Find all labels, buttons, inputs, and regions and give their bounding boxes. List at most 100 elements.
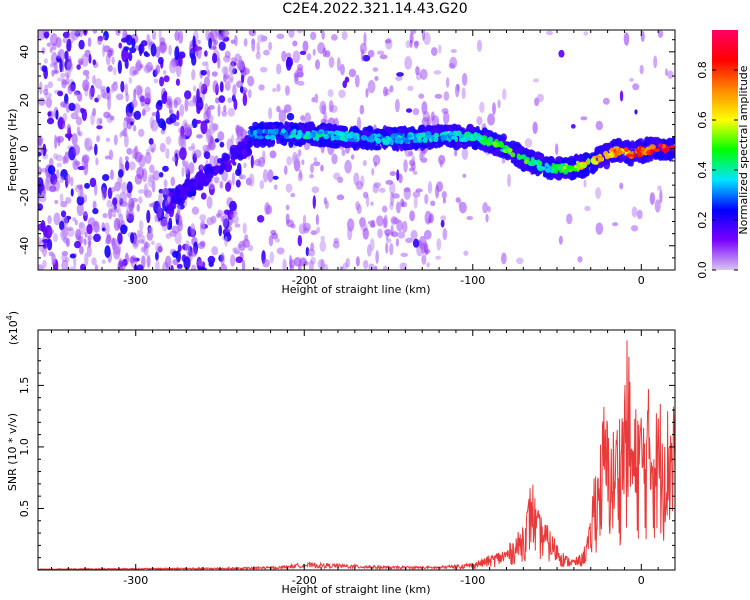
spectrogram-blob xyxy=(122,127,128,138)
spectrogram-blob xyxy=(106,199,113,208)
spectrogram-blob xyxy=(151,112,158,117)
spectrogram-blob xyxy=(532,78,540,83)
spectrogram-blob xyxy=(43,58,48,64)
spectrogram-blob xyxy=(376,133,381,137)
spectrogram-blob xyxy=(355,256,360,267)
snr-series-line xyxy=(38,340,675,570)
spectrogram-blob xyxy=(312,161,321,167)
spectrogram-blob xyxy=(282,258,287,270)
spectrogram-blob xyxy=(384,39,392,44)
spectrogram-blob xyxy=(274,237,280,243)
spectrogram-blob xyxy=(146,209,151,224)
spectrogram-blob xyxy=(202,144,210,152)
spectrogram-blob xyxy=(381,205,388,213)
spectrogram-blob xyxy=(368,263,375,270)
spectrogram-blob xyxy=(88,54,92,64)
colorbar-tick-label: 0.8 xyxy=(696,61,709,79)
spectrogram-blob xyxy=(583,179,587,188)
spectrogram-blob xyxy=(603,160,611,170)
spectrogram-blob xyxy=(43,88,49,96)
spectrogram-blob xyxy=(83,194,88,203)
spectrogram-blob xyxy=(236,59,245,71)
spectrogram-blob xyxy=(92,223,101,233)
spectrogram-blob xyxy=(73,240,81,249)
spectrogram-blob xyxy=(344,76,350,83)
spectrogram-blob xyxy=(308,259,314,270)
spectrogram-blob xyxy=(311,97,316,103)
spectrogram-blob xyxy=(315,134,321,138)
spectrogram-blob xyxy=(57,136,61,147)
spectrogram-blob xyxy=(187,100,196,107)
spectrogram-blob xyxy=(81,154,90,164)
snr-y-axis: 0.5 1.0 1.5 xyxy=(18,347,675,559)
snr-y-label: SNR (10 * v/v) xyxy=(6,413,19,491)
spectrogram-blob xyxy=(92,30,98,34)
spectrogram-blob xyxy=(649,192,656,205)
spectrogram-blob xyxy=(125,34,133,46)
spectrogram-blob xyxy=(135,59,142,72)
spectrogram-blob xyxy=(66,123,72,135)
spectrogram-blob xyxy=(330,134,335,140)
spectrogram-blob xyxy=(217,57,221,69)
spectrogram-blob xyxy=(183,256,191,270)
spectrogram-blob xyxy=(435,255,442,260)
spectrogram-blob xyxy=(584,205,591,212)
spectrogram-blob xyxy=(272,175,279,180)
spectrogram-blob xyxy=(112,67,117,76)
spectrogram-blob xyxy=(184,240,191,255)
spectrogram-blob xyxy=(415,66,420,76)
spectrogram-blob xyxy=(195,98,204,111)
spectrogram-blob xyxy=(485,213,489,223)
spectrogram-blob xyxy=(88,145,94,150)
spectrogram-blob xyxy=(442,197,447,204)
spectrogram-blob xyxy=(483,138,489,143)
spectrogram-blob xyxy=(57,90,64,97)
spectrogram-blob xyxy=(475,135,482,141)
spectrogram-blob xyxy=(657,185,662,191)
spectrogram-blob xyxy=(104,222,110,235)
spectrogram-blob xyxy=(131,99,138,108)
spectrogram-blob xyxy=(301,159,305,166)
spectrogram-blob xyxy=(73,91,79,97)
spectrogram-blob xyxy=(297,30,304,34)
spectrogram-blob xyxy=(272,87,277,93)
spectrogram-blob xyxy=(602,97,610,105)
spectrogram-blob xyxy=(297,80,305,86)
spectrogram-blob xyxy=(297,172,303,182)
spectrogram-blob xyxy=(410,30,417,35)
spectrogram-blob xyxy=(252,141,260,147)
spectrogram-blob xyxy=(292,128,297,133)
spectrogram-blob xyxy=(415,188,423,193)
spectrogram-blob xyxy=(207,182,215,190)
spectrogram-x-axis: -300 -200 -100 0 xyxy=(50,30,676,287)
spectrogram-blob xyxy=(75,228,82,241)
spectrogram-blob xyxy=(417,127,425,133)
spectrogram-blob xyxy=(426,262,431,268)
spectrogram-blob xyxy=(441,191,447,199)
spectrogram-blob xyxy=(125,209,129,220)
spectrogram-blob xyxy=(158,171,164,178)
spectrogram-blob xyxy=(501,252,507,265)
spectrogram-blob xyxy=(418,93,425,99)
spectrogram-blob xyxy=(168,59,177,74)
x-tick-label: -300 xyxy=(123,274,148,287)
spectrogram-blob xyxy=(112,197,118,206)
spectrogram-blob xyxy=(406,134,413,138)
spectrogram-blob xyxy=(131,38,136,49)
spectrogram-blob xyxy=(516,257,524,265)
spectrogram-blob xyxy=(146,254,151,268)
spectrogram-blob xyxy=(141,255,146,269)
spectrogram-blob xyxy=(657,30,664,39)
spectrogram-blob xyxy=(595,120,603,131)
spectrogram-blob xyxy=(227,107,235,117)
snr-multiplier: (x104) xyxy=(5,311,20,345)
spectrogram-blob xyxy=(196,134,203,139)
spectrogram-blob xyxy=(302,135,310,140)
spectrogram-blob xyxy=(178,55,183,68)
spectrogram-blob xyxy=(223,75,230,80)
spectrogram-blob xyxy=(445,77,450,88)
spectrogram-blob xyxy=(324,50,331,58)
spectrogram-blob xyxy=(545,30,553,36)
spectrogram-blob xyxy=(94,78,103,89)
spectrogram-blob xyxy=(409,210,415,222)
